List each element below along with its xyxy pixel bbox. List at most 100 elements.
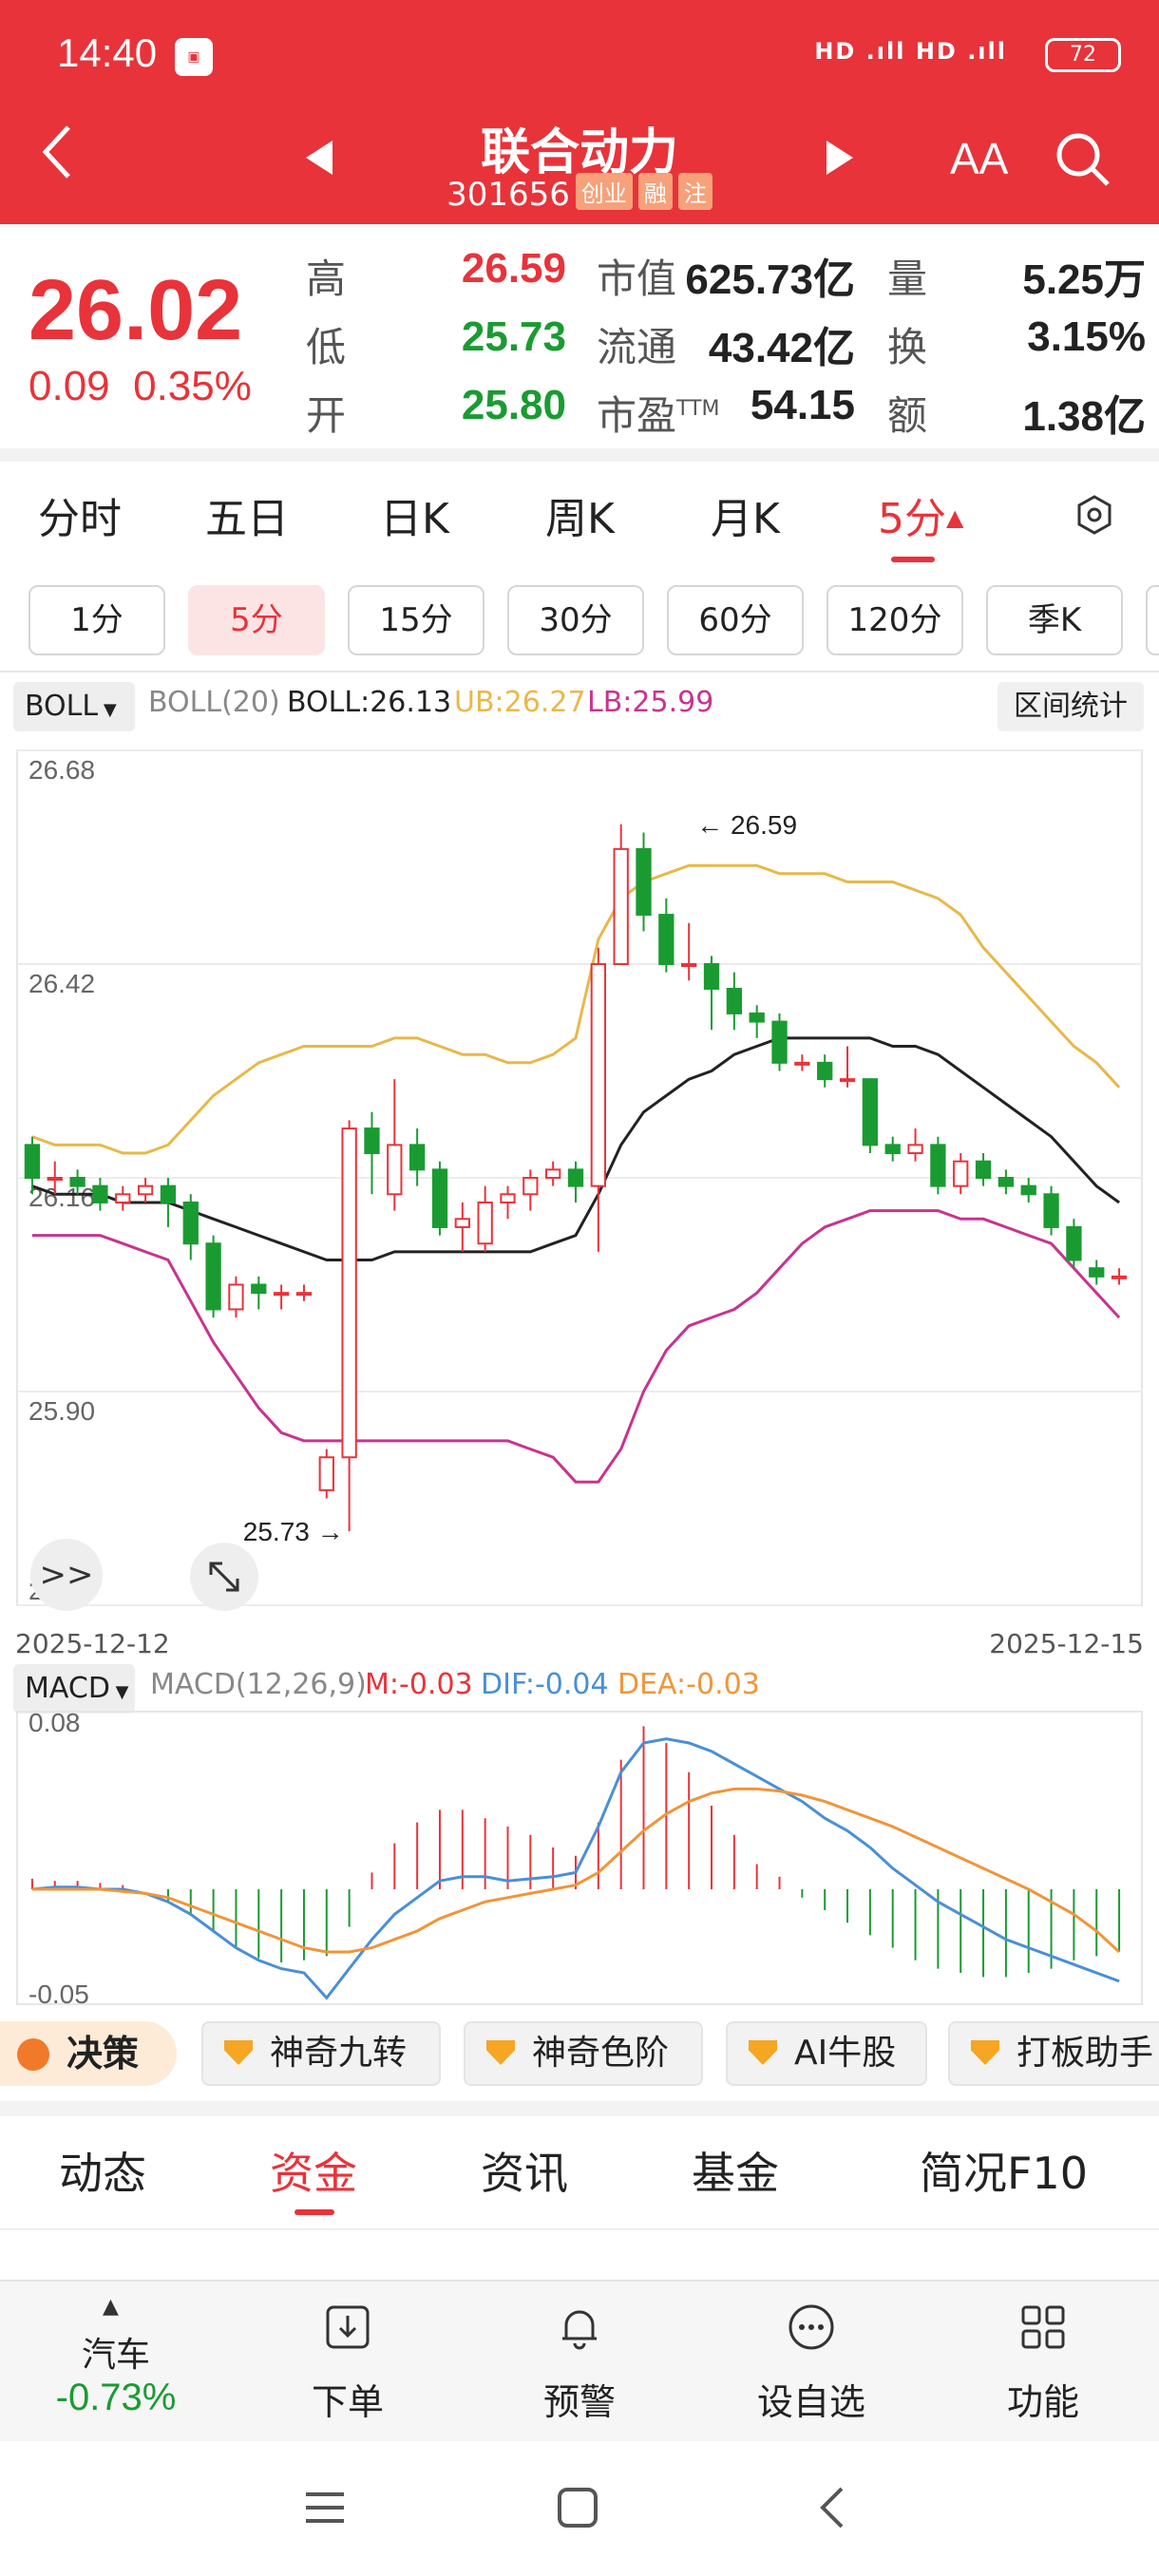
candle-body [273,1292,290,1297]
grid-icon [1021,2305,1065,2349]
tab-5min[interactable]: 5分▲ [878,484,963,545]
tab-intraday[interactable]: 分时 [38,495,122,543]
back-nav-icon[interactable] [813,2487,855,2529]
candle-body [137,1184,154,1196]
tab-monthly-k[interactable]: 月K [711,495,780,543]
add-watchlist-button[interactable]: 设自选 [695,2282,927,2443]
candle-body [500,1193,516,1203]
mcap-value: 625.73亿 [685,256,855,303]
bottom-action-bar: ▲ 汽车 -0.73% 下单 预警 设自选 功能 [0,2280,1159,2441]
candle-body [545,1168,561,1180]
candle-body [1020,1184,1036,1196]
chip-1min[interactable]: 1分 [28,585,165,655]
tab-news-feed[interactable]: 动态 [59,2148,146,2199]
candle-body [749,1012,765,1023]
chart-settings-button[interactable] [1074,494,1115,540]
alert-button[interactable]: 预警 [464,2282,695,2443]
next-stock-button[interactable] [825,139,855,180]
mcap-label: 市值 [597,256,677,302]
quote-panel: 26.02 0.09 0.35% 高 26.59 低 25.73 开 25.80… [0,224,1159,448]
status-time: 14:40 [57,30,158,75]
boll-ub-value: UB:26.27 [454,686,586,719]
candle-body [182,1201,199,1245]
candle-body [884,1144,901,1155]
candle-body [522,1177,539,1196]
sector-change: -0.73% [55,2377,177,2418]
tab-capital[interactable]: 资金 [270,2148,357,2199]
font-size-button[interactable]: AA [950,134,1009,183]
chip-30min[interactable]: 30分 [507,585,644,655]
diamond-icon [224,2040,253,2065]
watchlist-label: 设自选 [756,2381,865,2423]
tool-limit-up-helper[interactable]: 打板助手 [948,2021,1159,2086]
tool-ai-stock[interactable]: AI牛股 [726,2021,927,2086]
macd-chart[interactable]: 0.08 -0.05 [0,1706,1159,2010]
range-stats-button[interactable]: 区间统计 [998,682,1144,731]
prev-stock-button[interactable] [304,139,334,180]
volume-label: 量 [887,256,928,302]
candle-body [839,1078,856,1083]
price-annotation: ← 26.59 [696,810,797,840]
tool-magic-color[interactable]: 神奇色阶 [464,2021,703,2086]
macd-dif-value: DIF:-0.04 [481,1668,609,1701]
chip-15min[interactable]: 15分 [348,585,484,655]
chip-quarterly-k[interactable]: 季K [986,585,1123,655]
menu-icon[interactable] [304,2487,346,2529]
candle-body [387,1144,403,1196]
tab-f10[interactable]: 简况F10 [920,2148,1088,2199]
more-dots-icon [788,2304,834,2350]
candle-body [794,1061,810,1066]
tab-fund[interactable]: 基金 [692,2148,779,2199]
chip-120min[interactable]: 120分 [826,585,963,655]
candle-body [567,1168,584,1187]
y-tick-label: 25.90 [28,1396,95,1426]
tab-weekly-k[interactable]: 周K [545,495,615,543]
home-icon[interactable] [557,2487,598,2529]
candle-body [1111,1275,1128,1279]
tab-five-day[interactable]: 五日 [205,495,289,543]
change-pct: 0.35% [133,363,252,409]
candle-body [408,1144,426,1171]
candle-body [364,1127,380,1155]
sector-indicator[interactable]: ▲ 汽车 -0.73% [0,2282,232,2443]
pe-label-sup: TTM [676,397,720,421]
stock-name: 联合动力 [480,124,678,181]
candle-body [998,1177,1015,1187]
chip-60min[interactable]: 60分 [667,585,804,655]
expand-sidebar-button[interactable]: >> [30,1539,103,1611]
candle-body [251,1283,267,1295]
chip-more[interactable] [1146,585,1159,655]
order-button[interactable]: 下单 [232,2282,464,2443]
decision-button[interactable]: 决策 [0,2021,177,2086]
fullscreen-button[interactable] [190,1543,258,1611]
macd-dea-value: DEA:-0.03 [618,1668,760,1701]
tool-label: AI牛股 [794,2034,897,2073]
diamond-icon [749,2040,777,2065]
tab-info[interactable]: 资讯 [481,2148,568,2199]
tab-daily-k[interactable]: 日K [380,495,449,543]
boll-upper-line [31,863,1121,1155]
indicator-selector-label: MACD [25,1672,110,1705]
chip-5min[interactable]: 5分 [188,585,325,655]
y-tick-label: 0.08 [28,1708,81,1737]
functions-button[interactable]: 功能 [927,2282,1159,2443]
chart-frame [16,1711,1143,2005]
candle-body [1043,1193,1059,1228]
candle-body [726,987,743,1014]
search-button[interactable] [1054,131,1112,192]
float-value: 43.42亿 [708,325,855,371]
chart-end-date: 2025-12-15 [989,1628,1144,1659]
battery-icon: 72 [1045,38,1121,72]
macd-dif-line [31,1737,1120,2000]
tool-magic-nine[interactable]: 神奇九转 [201,2021,441,2086]
candle-body [975,1160,992,1180]
active-tab-indicator [891,557,935,562]
candle-body [636,847,652,917]
volume-value: 5.25万 [1022,256,1146,303]
candle-body [590,963,606,1187]
indicator-selector-macd[interactable]: MACD ▼ [13,1664,135,1714]
open-value: 25.80 [461,382,566,428]
back-button[interactable] [38,122,76,197]
indicator-selector-boll[interactable]: BOLL ▼ [13,682,135,731]
